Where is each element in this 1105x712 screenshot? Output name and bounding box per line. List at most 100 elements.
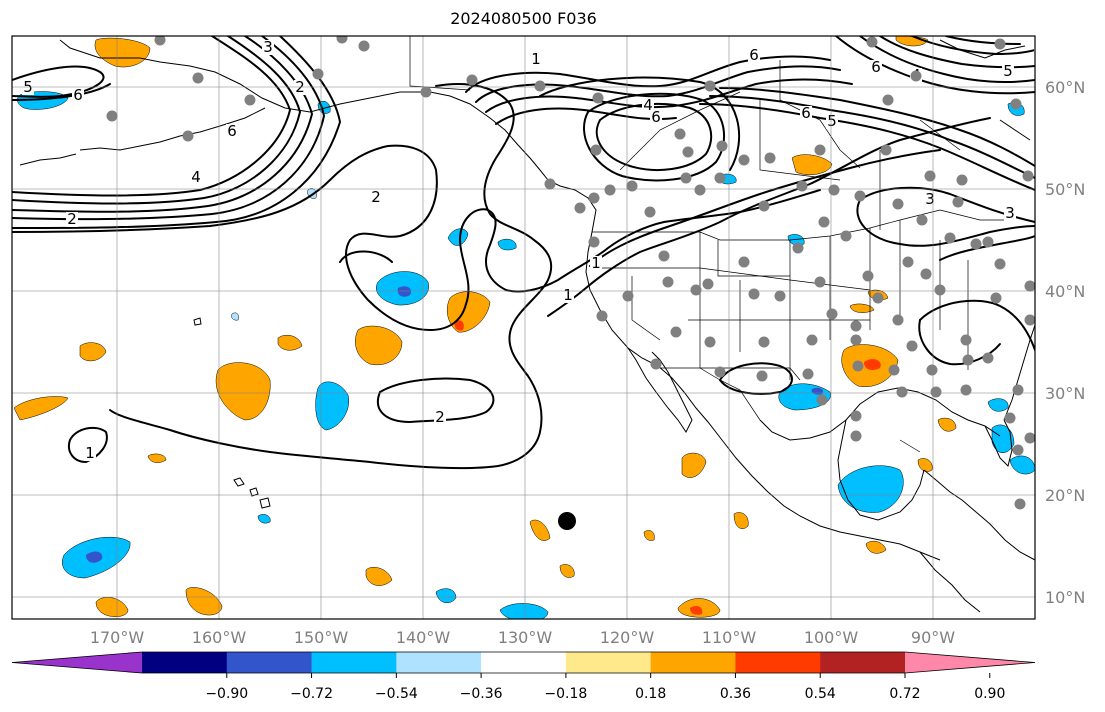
- graticule: [12, 36, 1035, 619]
- station-dot: [930, 386, 942, 398]
- shade-positive-core: [690, 606, 703, 615]
- contour-label: 5: [1035, 38, 1045, 56]
- station-dot: [588, 192, 600, 204]
- station-dot: [850, 410, 862, 422]
- station-dot: [662, 276, 674, 288]
- shade-negative: [497, 238, 517, 251]
- contour-label-bg: [434, 410, 446, 425]
- station-dot: [1024, 432, 1035, 444]
- shade-positive: [94, 37, 151, 68]
- station-dot: [592, 92, 604, 104]
- station-dot: [816, 394, 828, 406]
- station-dot: [244, 94, 256, 106]
- station-dot: [882, 94, 894, 106]
- lon-label: 130°W: [498, 628, 553, 647]
- station-dot: [792, 242, 804, 254]
- shade-positive: [215, 362, 271, 421]
- shade-positive: [277, 335, 303, 351]
- shade-positive: [937, 417, 957, 432]
- station-dot: [850, 320, 862, 332]
- colorbar-segment: [820, 652, 906, 673]
- contour-label-bg: [870, 60, 882, 75]
- contour-label: 6: [801, 104, 811, 122]
- station-dot: [802, 368, 814, 380]
- station-dot: [702, 278, 714, 290]
- station-dot: [106, 110, 118, 122]
- lon-label: 140°W: [396, 628, 451, 647]
- shade-positive-core: [864, 359, 881, 370]
- station-dot: [850, 430, 862, 442]
- shade-positive: [79, 342, 107, 362]
- colorbar-tick-label: 0.72: [889, 686, 920, 702]
- station-dot: [182, 130, 194, 142]
- contour-label-bg: [226, 124, 238, 139]
- station-dot: [590, 144, 602, 156]
- contour-label-bg: [650, 110, 662, 125]
- contour-label-bg: [1002, 64, 1014, 79]
- station-dot: [994, 258, 1006, 270]
- station-dot: [960, 384, 972, 396]
- contour-label-bg: [294, 80, 306, 95]
- station-dot: [154, 36, 166, 46]
- station-dot: [694, 184, 706, 196]
- lat-label: 20°N: [1045, 486, 1085, 505]
- station-dot: [934, 284, 946, 296]
- station-dot: [704, 336, 716, 348]
- station-dot: [534, 80, 546, 92]
- station-dot: [758, 336, 770, 348]
- station-dot: [814, 276, 826, 288]
- state-borders: [409, 36, 1010, 453]
- contour-label: 1: [591, 254, 601, 272]
- contour-label-bg: [1034, 40, 1035, 55]
- contour-label: 4: [191, 168, 201, 186]
- longitude-labels: 170°W 160°W 150°W 140°W 130°W 120°W 110°…: [90, 628, 955, 647]
- station-dot: [670, 326, 682, 338]
- shade-negative: [447, 228, 469, 246]
- contour-label-bg: [530, 52, 542, 67]
- lat-label: 50°N: [1045, 180, 1085, 199]
- station-dot: [650, 358, 662, 370]
- station-dot: [1010, 98, 1022, 110]
- shade-positive: [365, 567, 393, 586]
- shade-negative-core: [397, 286, 412, 297]
- station-dot: [910, 70, 922, 82]
- colorbar-ticks: −0.90 −0.72 −0.54 −0.36 −0.18 0.18 0.36 0.54 0.7…: [205, 673, 1005, 702]
- station-dot: [704, 80, 716, 92]
- station-dot: [806, 334, 818, 346]
- shade-positive: [147, 453, 167, 463]
- map-frame: [11, 35, 1036, 620]
- colorbar-segment: [565, 652, 652, 673]
- station-dot: [880, 144, 892, 156]
- station-dot: [420, 86, 432, 98]
- station-dot: [192, 72, 204, 84]
- colorbar-segment: [650, 652, 736, 673]
- station-dot: [828, 184, 840, 196]
- shade-negative: [257, 514, 271, 524]
- colorbar-tick-label: −0.18: [544, 686, 587, 702]
- contour-label-bg: [748, 48, 760, 63]
- map-title: 2024080500 F036: [450, 9, 597, 28]
- latitude-labels: 60°N 50°N 40°N 30°N 20°N 10°N: [1045, 78, 1085, 607]
- station-dot: [892, 198, 904, 210]
- colorbar-segment: [226, 652, 313, 673]
- station-dot: [716, 140, 728, 152]
- shade-positive: [185, 587, 223, 616]
- contour-label: 6: [651, 108, 661, 126]
- station-dot: [644, 206, 656, 218]
- station-dot: [1022, 170, 1034, 182]
- station-dot: [854, 190, 866, 202]
- contour-label-bg: [1004, 206, 1016, 221]
- station-dot: [818, 216, 830, 228]
- shade-positive: [355, 325, 403, 366]
- station-dot: [814, 144, 826, 156]
- station-dot: [358, 40, 370, 52]
- station-dot: [714, 366, 726, 378]
- contour-label: 1: [563, 286, 573, 304]
- station-dot: [924, 170, 936, 182]
- colorbar-tick-label: 0.36: [720, 686, 751, 702]
- lon-label: 120°W: [600, 628, 655, 647]
- contour-label-bg: [72, 88, 84, 103]
- station-dot: [906, 340, 918, 352]
- station-dot: [920, 268, 932, 280]
